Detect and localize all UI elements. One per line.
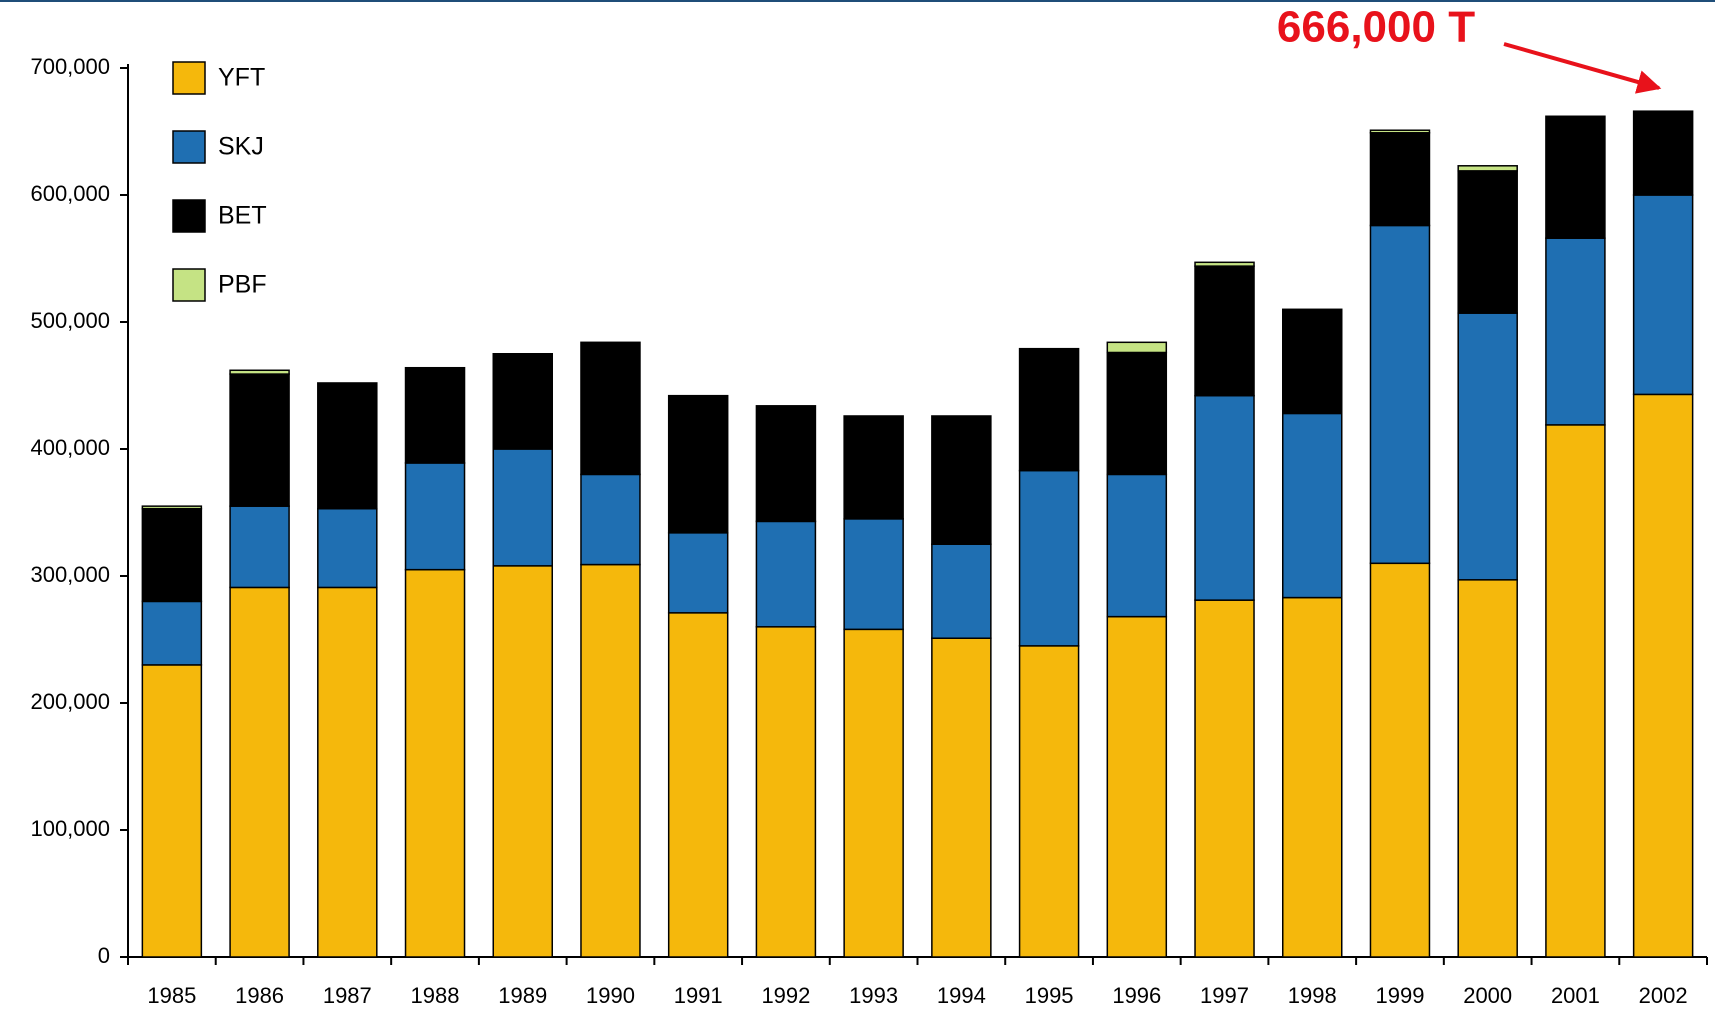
bar-segment bbox=[1018, 645, 1080, 958]
legend-label: BET bbox=[218, 202, 267, 230]
bar-segment bbox=[1194, 265, 1255, 397]
bar-segment bbox=[317, 382, 378, 510]
bar-segment bbox=[141, 600, 203, 666]
bar-segment bbox=[667, 532, 729, 614]
bar-segment bbox=[229, 373, 290, 507]
y-tick-label: 100,000 bbox=[30, 816, 110, 841]
bar-segment bbox=[492, 353, 553, 450]
legend-swatch bbox=[172, 199, 206, 233]
bar-segment bbox=[1545, 237, 1606, 426]
x-tick-label: 1988 bbox=[411, 983, 460, 1008]
bar-segment bbox=[843, 628, 904, 958]
bar-segment bbox=[580, 563, 641, 958]
bar-segment bbox=[1632, 393, 1694, 958]
legend-swatch bbox=[172, 268, 206, 302]
bar-segment bbox=[755, 520, 817, 628]
y-tick-label: 300,000 bbox=[30, 562, 110, 587]
bar-segment bbox=[931, 543, 992, 639]
legend-label: YFT bbox=[218, 64, 265, 92]
y-tick-label: 400,000 bbox=[30, 435, 110, 460]
bar-segment bbox=[492, 565, 553, 958]
annotation: 666,000 T bbox=[1277, 3, 1475, 52]
x-tick-label: 1996 bbox=[1112, 983, 1161, 1008]
bar-segment bbox=[1457, 170, 1518, 314]
bar-segment bbox=[755, 626, 817, 958]
bar-segment bbox=[1194, 261, 1255, 267]
bar-segment bbox=[1018, 469, 1080, 647]
bar-segment bbox=[1106, 473, 1168, 618]
x-tick-label: 1999 bbox=[1375, 983, 1424, 1008]
x-tick-label: 1987 bbox=[323, 983, 372, 1008]
bar-segment bbox=[1106, 615, 1168, 958]
bar-segment bbox=[229, 369, 290, 375]
bar-segment bbox=[1106, 351, 1168, 476]
x-tick-label: 2000 bbox=[1463, 983, 1512, 1008]
x-tick-label: 1991 bbox=[674, 983, 723, 1008]
bar-segment bbox=[1369, 132, 1431, 227]
x-tick-label: 1990 bbox=[586, 983, 635, 1008]
bar-segment bbox=[667, 394, 729, 534]
x-tick-label: 1992 bbox=[761, 983, 810, 1008]
bar-segment bbox=[1457, 312, 1518, 581]
bar-segment bbox=[667, 612, 729, 958]
bar-segment bbox=[580, 341, 641, 476]
bar-segment bbox=[931, 637, 992, 958]
x-tick-label: 1998 bbox=[1288, 983, 1337, 1008]
bar-segment bbox=[317, 586, 378, 958]
x-tick-label: 1997 bbox=[1200, 983, 1249, 1008]
annotation-arrow bbox=[1503, 42, 1662, 94]
legend-label: SKJ bbox=[218, 133, 264, 161]
bar-segment bbox=[1194, 599, 1255, 958]
bar-segment bbox=[317, 507, 378, 589]
bar-segment bbox=[1282, 412, 1343, 599]
x-tick-label: 1994 bbox=[937, 983, 986, 1008]
bar-segment bbox=[1545, 424, 1606, 958]
bar-segment bbox=[843, 415, 904, 520]
bar-segment bbox=[141, 507, 203, 603]
bar-segment bbox=[1457, 579, 1518, 958]
y-tick-label: 0 bbox=[98, 943, 110, 968]
bar-segment bbox=[1632, 110, 1694, 196]
bar-segment bbox=[1282, 596, 1343, 958]
bar-segment bbox=[1282, 308, 1343, 415]
bar-segment bbox=[1632, 194, 1694, 396]
y-tick-label: 700,000 bbox=[30, 54, 110, 79]
x-tick-label: 1989 bbox=[498, 983, 547, 1008]
legend-label: PBF bbox=[218, 271, 267, 299]
bar-segment bbox=[404, 568, 466, 958]
bar-segment bbox=[229, 505, 290, 589]
bar-segment bbox=[580, 473, 641, 566]
x-tick-label: 2001 bbox=[1551, 983, 1600, 1008]
bar-segment bbox=[1545, 115, 1606, 239]
bar-segment bbox=[141, 664, 203, 958]
bar-segment bbox=[1457, 165, 1518, 172]
bar-segment bbox=[1018, 347, 1080, 472]
bar-segment bbox=[1369, 224, 1431, 565]
legend-swatch bbox=[172, 61, 206, 95]
bar-segment bbox=[404, 462, 466, 571]
x-tick-label: 2002 bbox=[1639, 983, 1688, 1008]
bar-segment bbox=[229, 586, 290, 958]
bar-segment bbox=[931, 415, 992, 546]
bar-segment bbox=[492, 448, 553, 567]
x-tick-label: 1995 bbox=[1025, 983, 1074, 1008]
bar-segment bbox=[755, 405, 817, 523]
bar-segment bbox=[1106, 341, 1168, 354]
y-tick-label: 600,000 bbox=[30, 181, 110, 206]
bar-segment bbox=[1369, 129, 1431, 134]
x-tick-label: 1985 bbox=[147, 983, 196, 1008]
bar-segment bbox=[1194, 394, 1255, 601]
bar-segment bbox=[1369, 562, 1431, 958]
bar-segment bbox=[141, 505, 203, 510]
bar-segment bbox=[843, 518, 904, 631]
legend-swatch bbox=[172, 130, 206, 164]
x-tick-label: 1993 bbox=[849, 983, 898, 1008]
y-tick-label: 200,000 bbox=[30, 689, 110, 714]
x-tick-label: 1986 bbox=[235, 983, 284, 1008]
bar-segment bbox=[404, 366, 466, 464]
y-tick-label: 500,000 bbox=[30, 308, 110, 333]
